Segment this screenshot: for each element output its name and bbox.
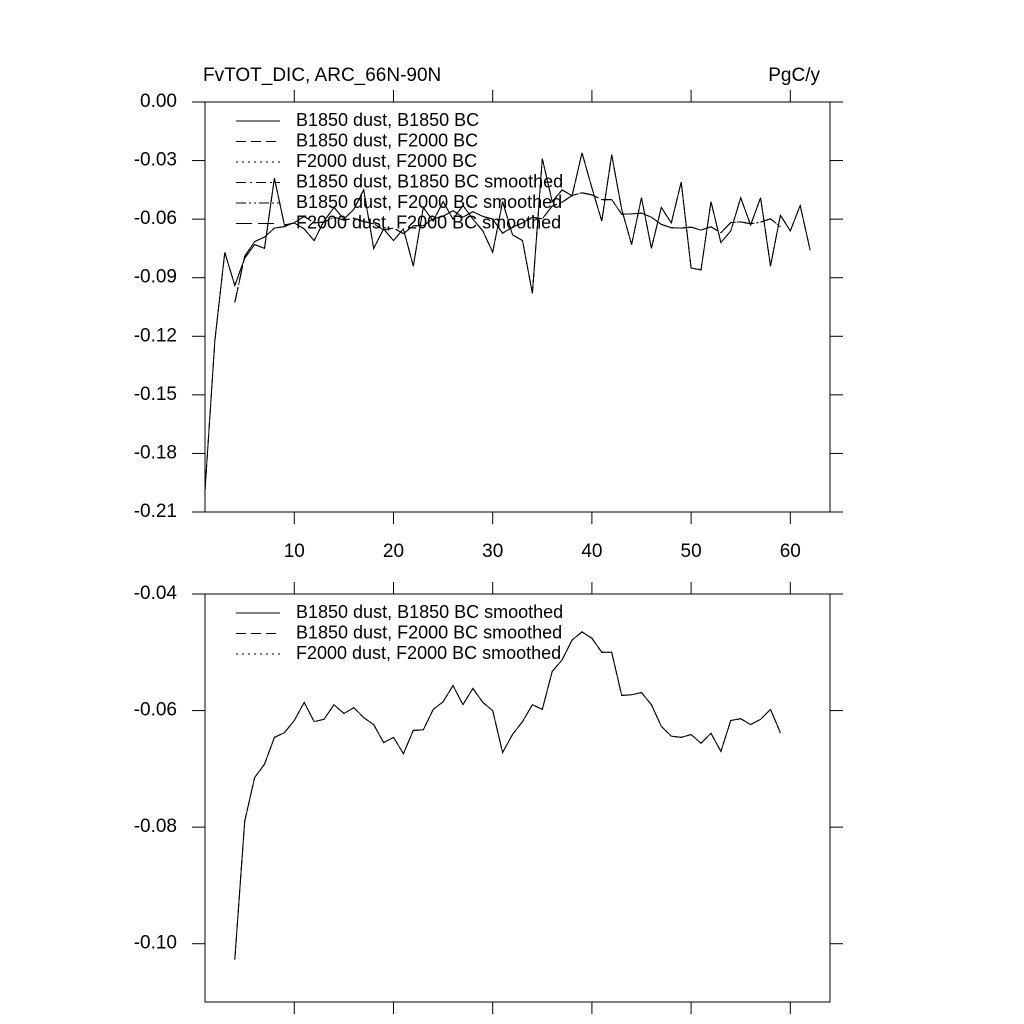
x-tick-label: 40 [581,541,602,562]
x-tick-label: 60 [780,541,801,562]
y-tick-label: -0.18 [134,442,177,463]
legend-label: B1850 dust, F2000 BC [296,130,478,150]
series-line [234,631,781,960]
y-tick-label: -0.06 [134,700,177,721]
y-tick-label: -0.08 [134,816,177,837]
y-tick-label: -0.12 [134,325,177,346]
y-tick-label: -0.21 [134,501,177,522]
legend-label: B1850 dust, B1850 BC smoothed [296,171,563,191]
legend-label: B1850 dust, F2000 BC smoothed [296,192,562,212]
series-line [234,631,781,960]
legend-label: B1850 dust, B1850 BC smoothed [296,602,563,622]
y-tick-label: -0.03 [134,150,177,171]
legend-label: B1850 dust, B1850 BC [296,110,479,130]
x-tick-label: 50 [681,541,702,562]
series-line [234,631,781,960]
series-line [204,152,811,491]
series-line [234,192,781,303]
x-tick-label: 10 [284,541,305,562]
units-label: PgC/y [768,65,820,86]
y-tick-label: -0.06 [134,208,177,229]
plot-frame [204,593,831,1003]
y-tick-label: -0.15 [134,384,177,405]
legend-label: F2000 dust, F2000 BC smoothed [296,643,561,663]
y-tick-label: 0.00 [140,91,177,112]
legend-label: F2000 dust, F2000 BC smoothed [296,212,561,232]
plot-frame [204,101,831,513]
y-tick-label: -0.10 [134,933,177,954]
y-tick-label: -0.04 [134,583,178,604]
y-tick-label: -0.09 [134,267,177,288]
legend-label: F2000 dust, F2000 BC [296,151,477,171]
chart-title: FvTOT_DIC, ARC_66N-90N [203,65,441,86]
x-tick-label: 20 [383,541,404,562]
legend-label: B1850 dust, F2000 BC smoothed [296,622,562,642]
x-tick-label: 30 [482,541,503,562]
